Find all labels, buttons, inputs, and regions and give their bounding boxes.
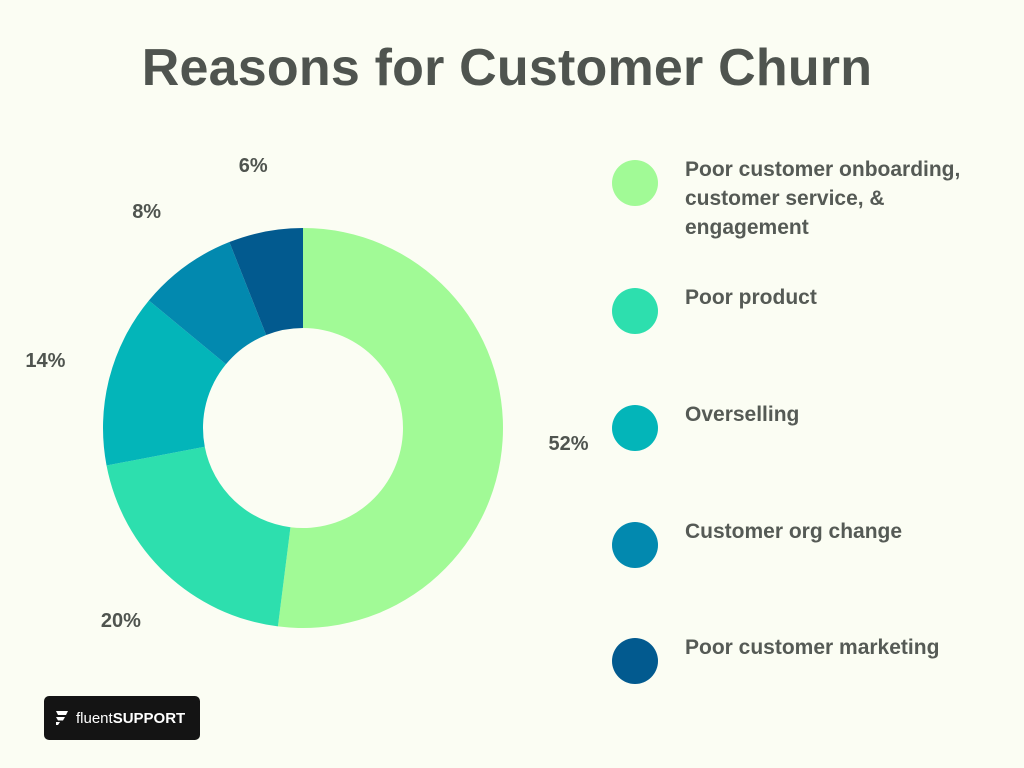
fluent-logo-icon bbox=[56, 711, 68, 725]
legend-label-0: Poor customer onboarding, customer servi… bbox=[685, 158, 961, 239]
legend-label-3: Customer org change bbox=[685, 520, 903, 543]
legend-item-1: Poor product bbox=[612, 283, 1012, 334]
legend-swatch-0 bbox=[612, 160, 658, 206]
donut-slice-0 bbox=[277, 228, 504, 628]
donut-slice-labels: 52% 20% 14% 8% 6% bbox=[25, 155, 588, 632]
logo-wordmark-light: fluent bbox=[76, 709, 113, 727]
legend-item-2: Overselling bbox=[612, 400, 1012, 451]
donut-slice-1 bbox=[106, 446, 291, 627]
slice-value-label-3: 8% bbox=[132, 201, 161, 223]
logo-wordmark: fluentSUPPORT bbox=[76, 710, 185, 727]
legend-label-4: Poor customer marketing bbox=[685, 636, 940, 659]
slice-value-label-2: 14% bbox=[25, 350, 65, 372]
donut-chart: 52% 20% 14% 8% 6% bbox=[25, 155, 588, 632]
legend-label-2: Overselling bbox=[685, 403, 800, 426]
donut-slices bbox=[103, 228, 504, 628]
legend-item-3: Customer org change bbox=[612, 517, 1012, 568]
legend-swatch-3 bbox=[612, 522, 658, 568]
legend-item-4: Poor customer marketing bbox=[612, 633, 1012, 684]
legend-swatch-2 bbox=[612, 405, 658, 451]
slice-value-label-1: 20% bbox=[101, 610, 141, 632]
legend-swatch-1 bbox=[612, 288, 658, 334]
legend-swatch-4 bbox=[612, 638, 658, 684]
fluent-support-logo: fluentSUPPORT bbox=[44, 696, 200, 740]
donut-slice-4 bbox=[229, 228, 303, 336]
donut-slice-2 bbox=[103, 300, 226, 466]
slice-value-label-4: 6% bbox=[239, 155, 268, 177]
logo-wordmark-bold: SUPPORT bbox=[112, 709, 186, 727]
slice-value-label-0: 52% bbox=[548, 433, 588, 455]
legend-item-0: Poor customer onboarding, customer servi… bbox=[612, 155, 1012, 242]
donut-slice-3 bbox=[148, 242, 267, 365]
chart-title: Reasons for Customer Churn bbox=[141, 39, 873, 97]
legend-label-1: Poor product bbox=[685, 286, 817, 309]
